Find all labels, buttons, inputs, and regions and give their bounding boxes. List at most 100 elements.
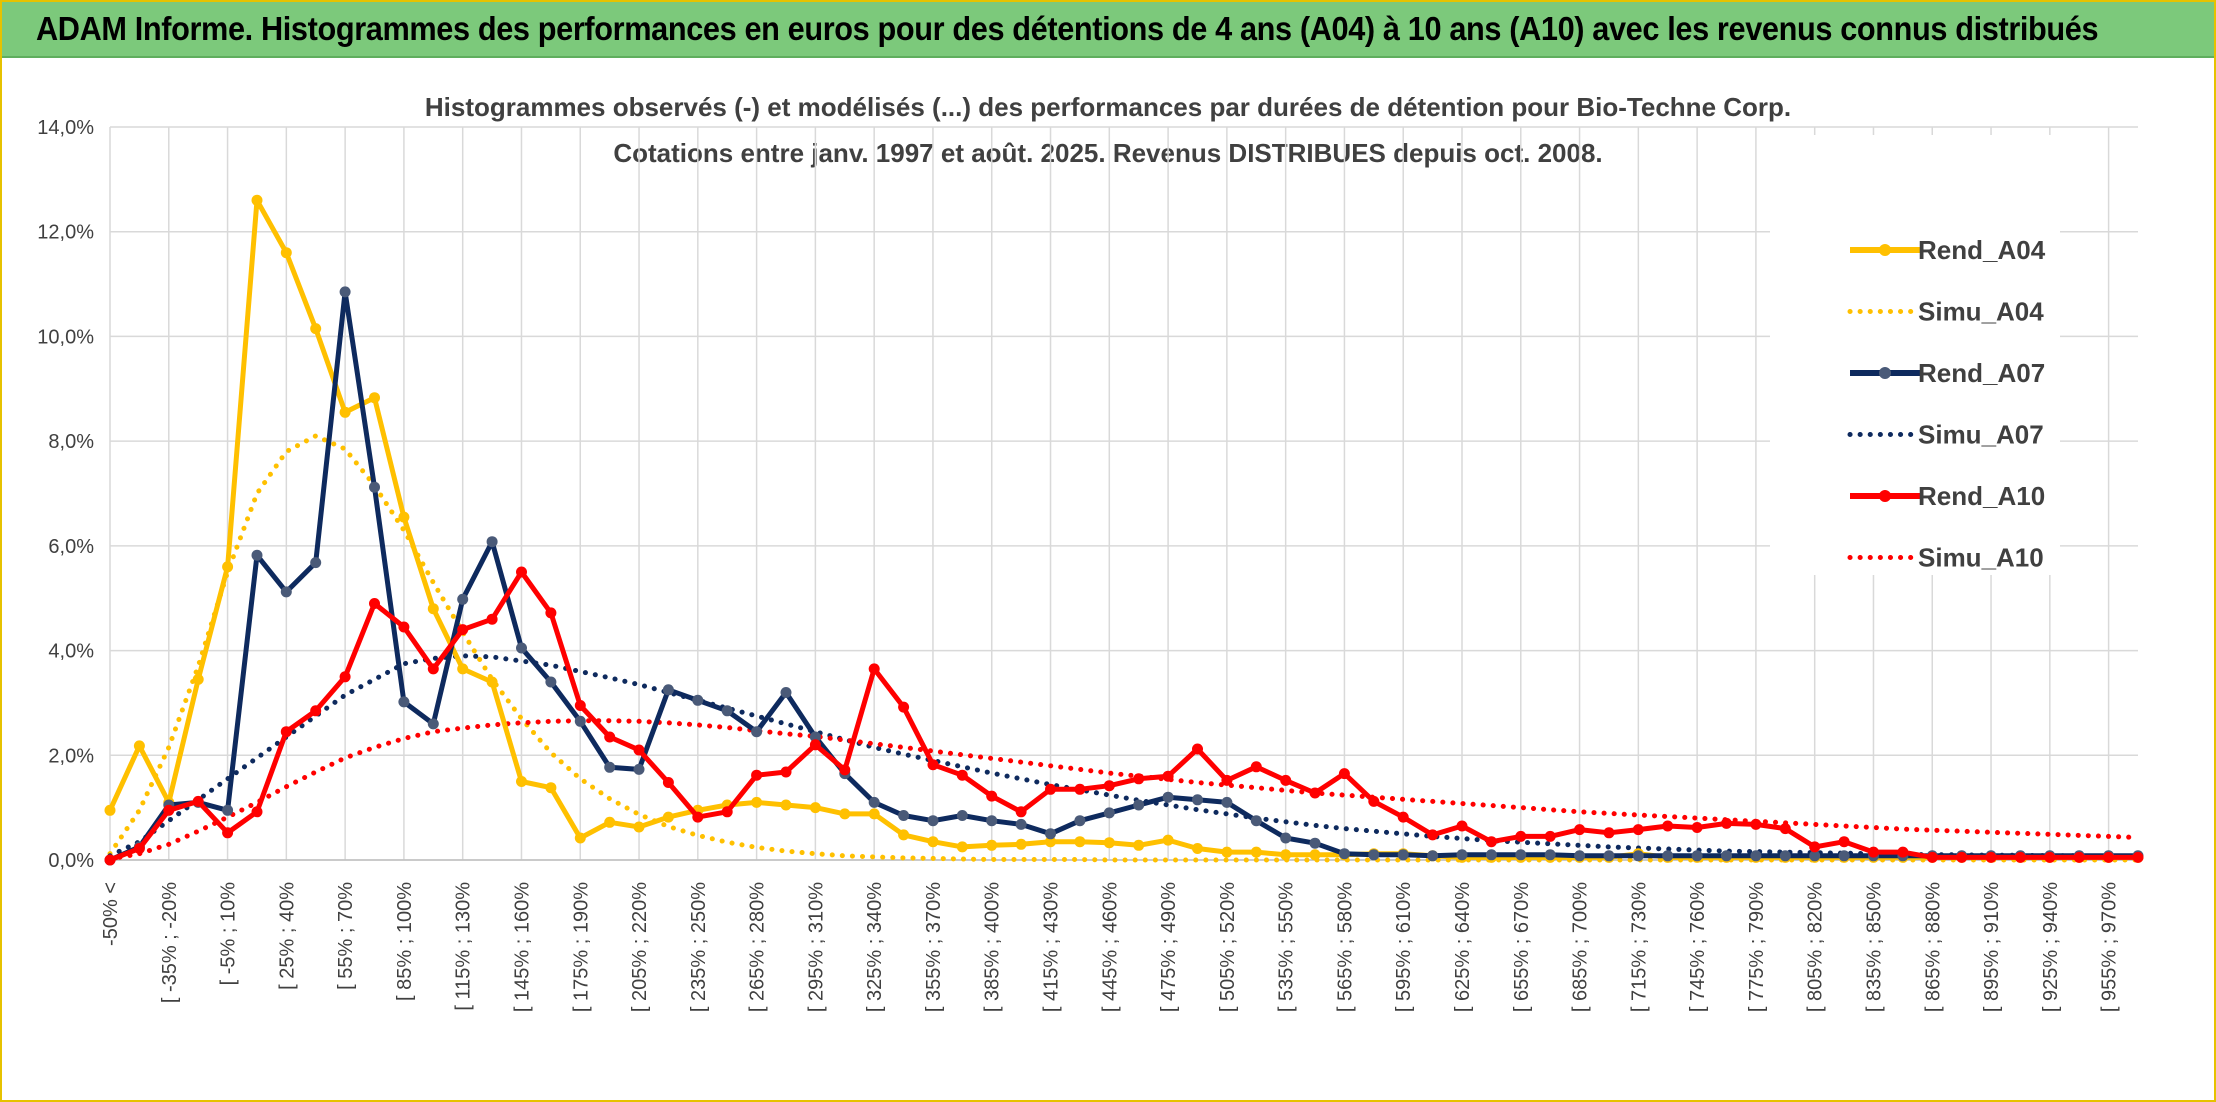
data-point <box>310 557 322 569</box>
data-point <box>222 804 234 816</box>
data-point <box>1192 794 1203 806</box>
data-point <box>163 804 175 816</box>
legend-box <box>1770 135 2060 575</box>
data-point <box>486 613 498 625</box>
legend-entry: Rend_A07 <box>1850 358 2045 388</box>
data-point <box>780 687 792 698</box>
data-point <box>1368 795 1380 807</box>
data-point <box>751 769 763 781</box>
data-point <box>898 701 910 713</box>
data-point <box>1250 761 1262 773</box>
series-simu-a10 <box>107 718 2141 862</box>
legend: Rend_A04 Simu_A04 Rend_A07 Simu_A07 Rend_A10… <box>1770 135 2060 575</box>
data-point <box>545 676 557 688</box>
series-rend-a10 <box>104 566 2144 866</box>
data-point <box>427 718 439 730</box>
data-point <box>1691 822 1703 833</box>
data-point <box>1103 837 1115 849</box>
data-point <box>927 836 939 848</box>
data-point <box>1721 817 1732 829</box>
chart-subtitle: Cotations entre janv. 1997 et août. 2025… <box>613 138 1602 168</box>
data-point <box>1485 849 1497 861</box>
data-point <box>1280 832 1292 844</box>
y-tick-label: 10,0% <box>37 326 94 348</box>
x-tick-label: [ 895% ; 910% <box>1981 882 2003 1012</box>
data-point <box>1192 743 1203 755</box>
data-point <box>574 832 586 844</box>
x-tick-label: [ 535% ; 550% <box>1276 882 1298 1012</box>
data-point <box>927 815 939 827</box>
data-point <box>1338 848 1350 860</box>
data-point <box>1103 807 1115 819</box>
x-tick-label: [ 85% ; 100% <box>394 882 416 1001</box>
legend-entry: Simu_A04 <box>1847 297 2044 327</box>
data-point <box>1779 823 1791 835</box>
data-point <box>427 603 439 615</box>
data-point <box>427 663 439 675</box>
x-tick-label: [ 805% ; 820% <box>1805 882 1827 1012</box>
data-point <box>1721 850 1732 862</box>
data-point <box>927 759 939 771</box>
data-point <box>1074 783 1086 795</box>
data-point <box>662 684 674 696</box>
data-point <box>2103 851 2115 863</box>
data-point <box>574 700 586 711</box>
data-point <box>1632 824 1644 836</box>
data-point <box>1015 818 1027 830</box>
data-point <box>809 802 821 814</box>
legend-marker <box>1879 244 1891 256</box>
data-point <box>1603 827 1615 839</box>
data-point <box>1250 846 1262 858</box>
data-point <box>1515 830 1527 842</box>
legend-marker <box>1879 367 1891 379</box>
data-point <box>310 323 322 335</box>
x-tick-label: [ 175% ; 190% <box>570 882 592 1012</box>
data-point <box>339 671 351 683</box>
data-point <box>1103 780 1115 792</box>
data-point <box>192 673 204 685</box>
data-point <box>516 566 527 578</box>
data-point <box>280 726 292 738</box>
data-point <box>1074 815 1086 827</box>
data-point <box>457 663 469 675</box>
data-point <box>604 816 616 828</box>
y-tick-label: 12,0% <box>37 222 94 244</box>
data-point <box>751 796 763 808</box>
data-point <box>1456 849 1468 861</box>
x-tick-label: [ 55% ; 70% <box>335 882 357 990</box>
data-point <box>574 715 586 727</box>
data-point <box>1280 849 1292 861</box>
data-point <box>310 705 322 717</box>
x-tick-label: [ 715% ; 730% <box>1628 882 1650 1012</box>
data-point <box>839 764 851 776</box>
x-tick-label: [ 655% ; 670% <box>1511 882 1533 1012</box>
data-point <box>1574 824 1586 836</box>
y-tick-label: 2,0% <box>48 745 94 767</box>
data-point <box>1162 834 1174 846</box>
data-point <box>868 808 880 820</box>
data-point <box>633 763 645 775</box>
x-tick-label: [ 235% ; 250% <box>688 882 710 1012</box>
data-point <box>956 810 968 821</box>
data-point <box>1250 815 1262 827</box>
legend-label: Simu_A10 <box>1918 543 2044 573</box>
legend-label: Simu_A07 <box>1918 420 2044 450</box>
x-tick-label: [ 25% ; 40% <box>276 882 298 990</box>
legend-label: Simu_A04 <box>1918 297 2044 327</box>
y-tick-label: 8,0% <box>48 431 94 453</box>
data-point <box>721 806 733 818</box>
data-point <box>1074 836 1086 848</box>
data-point <box>662 811 674 823</box>
data-point <box>604 731 616 743</box>
data-point <box>545 782 557 794</box>
data-point <box>1632 850 1644 862</box>
data-point <box>751 726 763 738</box>
data-point <box>1838 836 1850 848</box>
data-point <box>956 841 968 853</box>
legend-entry: Rend_A10 <box>1850 481 2045 511</box>
data-point <box>1868 846 1879 858</box>
x-tick-label: [ 115% ; 130% <box>453 882 475 1011</box>
series-line <box>107 433 2141 863</box>
x-tick-label: [ 775% ; 790% <box>1746 882 1768 1012</box>
